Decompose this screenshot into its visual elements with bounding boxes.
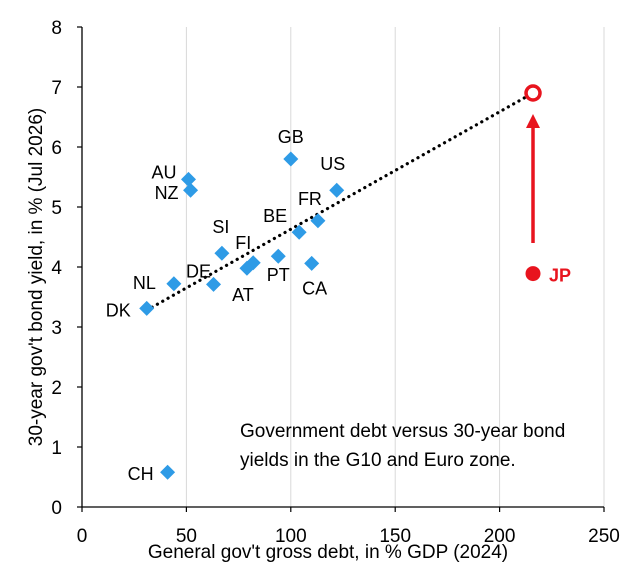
point-ch (160, 464, 176, 480)
y-tick-label: 7 (51, 78, 62, 99)
point-jp (525, 266, 541, 282)
trendline (145, 91, 535, 312)
x-tick-label: 150 (379, 526, 411, 547)
point-label-ca: CA (302, 278, 327, 298)
projection-point (524, 84, 542, 102)
point-label-de: DE (186, 261, 211, 281)
point-nl (166, 276, 182, 292)
point-label-dk: DK (106, 300, 131, 320)
x-tick-label: 50 (176, 526, 197, 547)
y-tick-label: 5 (51, 198, 62, 219)
y-tick-label: 6 (51, 138, 62, 159)
point-at (239, 260, 255, 276)
x-tick-label: 0 (77, 526, 88, 547)
annotation-line: Government debt versus 30-year bond (240, 421, 565, 442)
point-label-au: AU (151, 162, 176, 182)
x-tick-label: 100 (275, 526, 307, 547)
y-axis-title: 30-year gov't bond yield, in % (Jul 2026… (26, 108, 47, 446)
y-tick-label: 8 (51, 18, 62, 39)
y-tick-label: 3 (51, 318, 62, 339)
point-dk (139, 300, 155, 316)
point-be (291, 224, 307, 240)
point-label-gb: GB (278, 127, 304, 147)
x-tick-label: 200 (484, 526, 516, 547)
point-nz (183, 182, 199, 198)
point-label-ch: CH (128, 464, 154, 484)
annotation-line: yields in the G10 and Euro zone. (240, 450, 516, 471)
point-label-jp: JP (549, 266, 571, 286)
point-si (214, 245, 230, 261)
point-label-si: SI (212, 217, 229, 237)
point-au (180, 171, 196, 187)
x-axis-title: General gov't gross debt, in % GDP (2024… (148, 542, 508, 563)
point-ca (304, 255, 320, 271)
point-label-be: BE (263, 206, 287, 226)
point-label-at: AT (232, 285, 254, 305)
point-label-nl: NL (133, 273, 156, 293)
y-tick-label: 4 (51, 258, 62, 279)
y-tick-label: 1 (51, 438, 62, 459)
point-label-fr: FR (298, 189, 322, 209)
y-tick-label: 2 (51, 378, 62, 399)
point-label-nz: NZ (155, 183, 179, 203)
point-us (329, 182, 345, 198)
point-de (206, 276, 222, 292)
point-label-pt: PT (267, 265, 290, 285)
point-label-fi: FI (235, 233, 251, 253)
point-label-us: US (320, 154, 345, 174)
projection-arrow-head (526, 114, 541, 128)
point-fr (310, 213, 326, 229)
y-tick-label: 0 (51, 498, 62, 519)
point-pt (270, 248, 286, 264)
x-tick-label: 250 (588, 526, 620, 547)
point-gb (283, 151, 299, 167)
